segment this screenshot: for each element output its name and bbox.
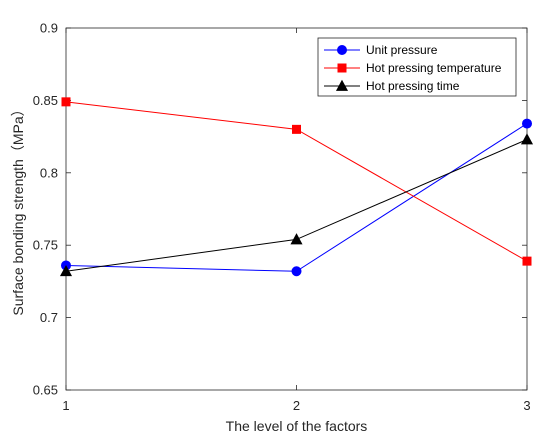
data-point [292,124,301,134]
legend-marker [335,79,349,91]
x-tick-label: 2 [293,398,300,413]
legend-label: Unit pressure [366,43,438,57]
data-point [520,133,534,145]
legend-item: Hot pressing temperature [324,61,502,75]
y-axis-ticks: 0.65 0.7 0.75 0.8 0.85 0.9 [33,21,527,398]
series-layer [59,97,534,277]
legend-marker [337,63,347,73]
legend-label: Hot pressing time [366,79,460,93]
legend: Unit pressure Hot pressing temperature Hot… [317,37,517,97]
legend-item: Hot pressing time [324,79,460,93]
x-axis-ticks: 1 2 3 [62,28,531,413]
y-tick-label: 0.8 [40,165,58,180]
data-point [522,118,532,129]
y-tick-label: 0.75 [33,238,58,253]
x-tick-label: 3 [523,398,530,413]
y-tick-label: 0.7 [40,310,58,325]
y-tick-label: 0.9 [40,21,58,36]
legend-marker [337,45,347,55]
y-tick-label: 0.85 [33,93,58,108]
series-3 [59,133,534,277]
y-tick-label: 0.65 [33,383,58,398]
x-tick-label: 1 [62,398,69,413]
data-point [522,256,532,266]
x-axis-label: The level of the factors [226,418,368,434]
data-point [291,266,302,277]
legend-item: Unit pressure [324,43,438,57]
legend-label: Hot pressing temperature [366,61,502,75]
series-2 [61,97,532,266]
y-axis-label: Surface bonding strength（MPa） [10,102,26,315]
data-point [290,233,303,245]
data-point [61,97,71,107]
data-point [59,265,73,277]
